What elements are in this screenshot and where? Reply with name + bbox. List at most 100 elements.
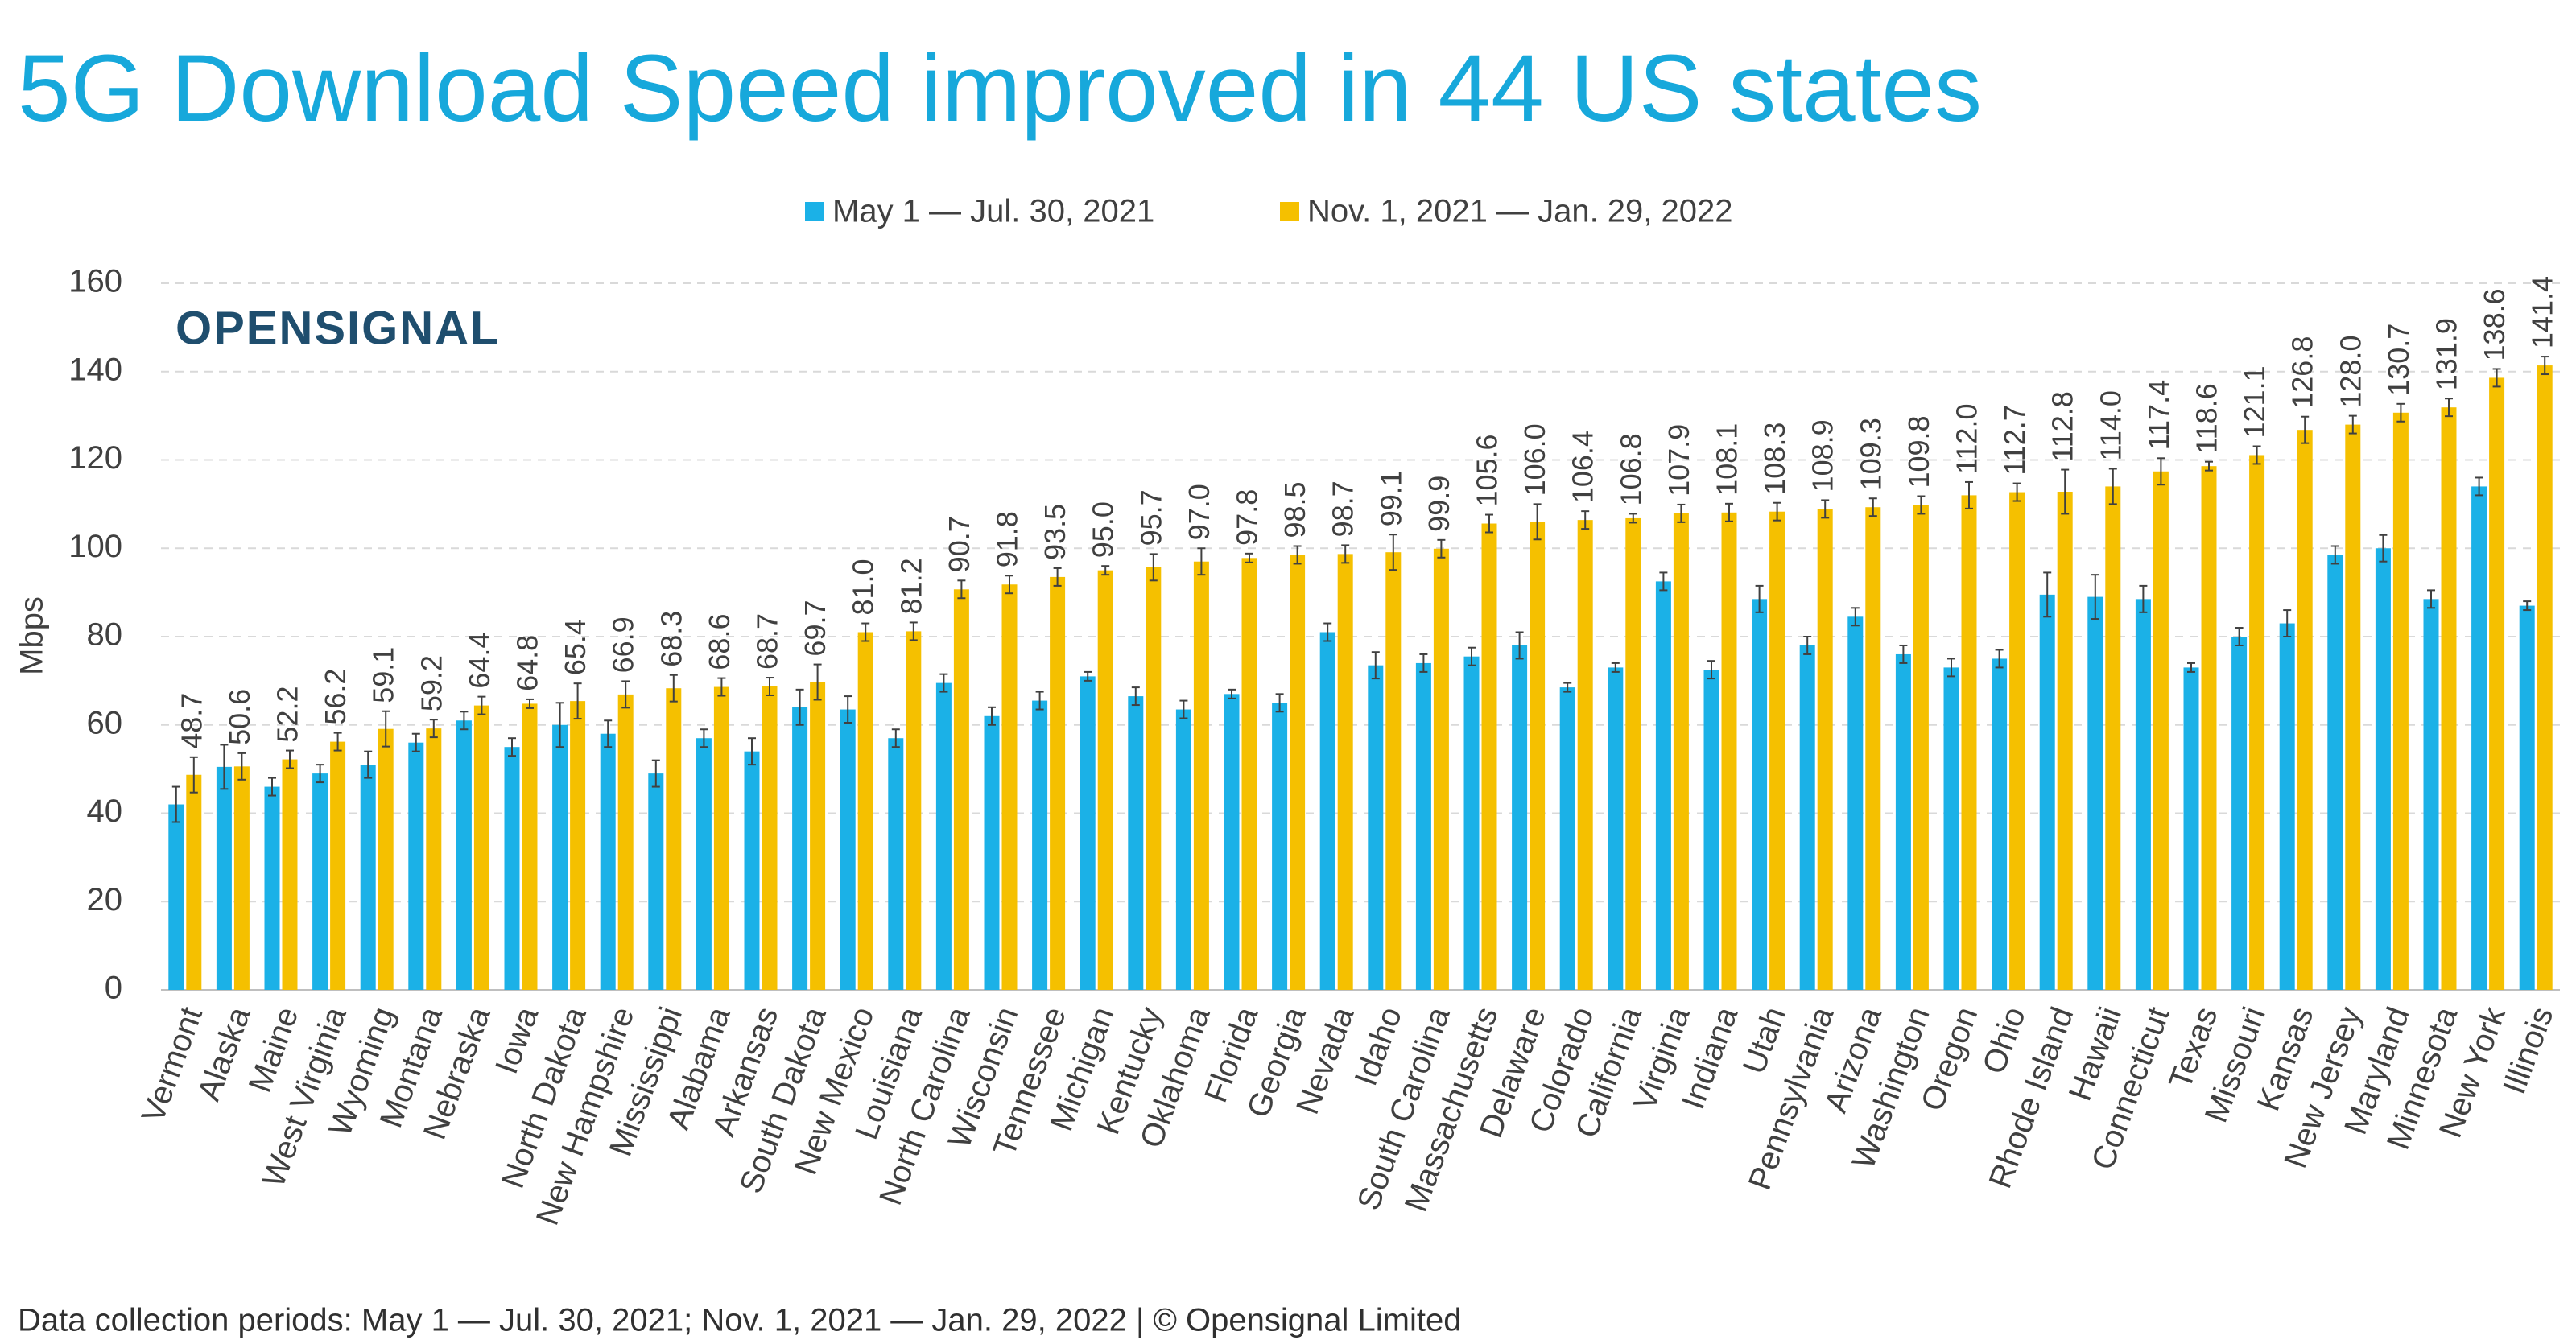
error-bar: [460, 711, 469, 731]
error-bar: [2013, 482, 2021, 502]
error-bar: [1437, 538, 1446, 559]
legend-label: May 1 — Jul. 30, 2021: [832, 194, 1154, 229]
bar: [857, 632, 873, 990]
error-bar: [1947, 658, 1955, 678]
bar: [1193, 561, 1209, 990]
bar: [1337, 554, 1353, 990]
error-bar: [795, 688, 804, 726]
data-label: 112.7: [1998, 405, 2031, 475]
error-bar: [1707, 660, 1715, 680]
data-label: 65.4: [559, 619, 592, 675]
y-tick-label: 0: [105, 971, 122, 1006]
bar: [696, 738, 712, 990]
error-bar: [429, 719, 438, 739]
data-label: 99.9: [1422, 476, 1455, 532]
bar: [168, 804, 184, 990]
bar: [666, 688, 682, 990]
bar: [2153, 471, 2169, 990]
error-bar: [1293, 545, 1302, 565]
error-bar: [1275, 693, 1284, 713]
error-bar: [1563, 682, 1572, 693]
bar: [1080, 676, 1096, 990]
error-bar: [2187, 662, 2195, 673]
data-label: 109.3: [1854, 418, 1887, 490]
bar: [2009, 492, 2025, 990]
bar: [792, 707, 808, 990]
error-bar: [2061, 468, 2070, 515]
error-bar: [2252, 445, 2261, 465]
error-bar: [1533, 503, 1542, 541]
error-bar: [651, 759, 660, 788]
data-label: 99.1: [1374, 470, 1407, 526]
data-label: 118.6: [2190, 383, 2223, 453]
error-bar: [171, 785, 180, 823]
error-bar: [2541, 356, 2549, 376]
bar: [1895, 653, 1911, 990]
error-bar: [220, 744, 229, 790]
error-bar: [2091, 574, 2099, 620]
data-label: 91.8: [991, 511, 1024, 567]
bar: [906, 631, 922, 990]
chart-title: 5G Download Speed improved in 44 US stat…: [18, 35, 1982, 142]
data-label: 108.1: [1711, 423, 1744, 496]
bar: [264, 786, 280, 990]
bar: [713, 686, 729, 990]
bar: [1032, 700, 1048, 990]
bar: [2183, 667, 2199, 990]
error-bar: [1035, 691, 1044, 711]
bar: [2135, 599, 2151, 990]
error-bar: [1419, 653, 1428, 673]
error-bar: [1371, 651, 1380, 680]
data-label: 108.9: [1806, 419, 1839, 492]
data-label: 68.6: [703, 614, 736, 670]
error-bar: [1084, 670, 1092, 682]
error-bar: [1851, 607, 1860, 627]
y-tick-label: 100: [68, 529, 122, 564]
data-label: 117.4: [2142, 380, 2175, 450]
y-tick-label: 120: [68, 440, 122, 476]
error-bar: [1755, 584, 1764, 613]
error-bar: [748, 737, 756, 766]
bar: [1050, 576, 1066, 990]
bar: [2087, 596, 2103, 990]
bar: [1799, 645, 1815, 990]
error-bar: [2492, 368, 2501, 388]
bar: [600, 733, 616, 990]
error-bar: [477, 695, 486, 715]
bar: [1961, 495, 1977, 990]
data-label: 107.9: [1662, 424, 1695, 497]
bar: [1817, 509, 1833, 990]
error-bar: [1197, 547, 1206, 576]
data-label: 52.2: [271, 686, 304, 742]
error-bar: [316, 764, 324, 784]
bar: [1847, 616, 1864, 990]
bar: [2297, 430, 2313, 990]
error-bar: [2139, 584, 2148, 613]
data-label: 59.1: [367, 647, 400, 703]
error-bar: [1995, 649, 2004, 669]
error-bar: [526, 698, 534, 709]
x-tick-label: Vermont: [135, 1003, 209, 1128]
data-label: 97.0: [1183, 484, 1216, 540]
y-tick-label: 40: [87, 794, 123, 829]
legend-label: Nov. 1, 2021 — Jan. 29, 2022: [1307, 194, 1733, 229]
error-bar: [1179, 699, 1188, 719]
bar: [2345, 424, 2361, 990]
bar: [1703, 670, 1719, 990]
data-label: 81.0: [847, 559, 880, 615]
error-bar: [813, 663, 822, 701]
bar: [840, 709, 856, 990]
error-bar: [861, 622, 870, 642]
error-bar: [2427, 589, 2435, 609]
y-tick-label: 80: [87, 617, 123, 653]
error-bar: [909, 621, 918, 641]
bar: [2441, 407, 2457, 991]
bar: [935, 682, 952, 990]
data-label: 69.7: [799, 600, 832, 656]
bar: [312, 773, 328, 990]
data-label: 138.6: [2478, 288, 2511, 361]
bar: [2279, 623, 2295, 990]
data-label: 64.4: [463, 633, 496, 689]
data-label: 59.2: [415, 655, 448, 711]
data-label: 68.7: [751, 613, 784, 670]
